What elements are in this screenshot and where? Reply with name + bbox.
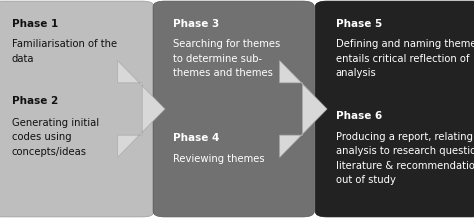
Text: Generating initial
codes using
concepts/ideas: Generating initial codes using concepts/… <box>12 118 99 157</box>
FancyBboxPatch shape <box>153 1 314 217</box>
Text: Phase 6: Phase 6 <box>336 111 382 121</box>
Text: Phase 4: Phase 4 <box>173 133 219 143</box>
Text: Defining and naming themes
entails critical reflection of
analysis: Defining and naming themes entails criti… <box>336 39 474 78</box>
Text: Phase 5: Phase 5 <box>336 19 382 29</box>
Polygon shape <box>118 61 165 157</box>
Text: Phase 1: Phase 1 <box>12 19 58 29</box>
Text: Phase 2: Phase 2 <box>12 96 58 106</box>
Text: Producing a report, relating
analysis to research question,
literature & recomme: Producing a report, relating analysis to… <box>336 132 474 185</box>
Polygon shape <box>280 61 327 157</box>
Text: Familiarisation of the
data: Familiarisation of the data <box>12 39 117 64</box>
FancyBboxPatch shape <box>0 1 154 217</box>
Text: Searching for themes
to determine sub-
themes and themes: Searching for themes to determine sub- t… <box>173 39 280 78</box>
Text: Phase 3: Phase 3 <box>173 19 219 29</box>
Text: Reviewing themes: Reviewing themes <box>173 154 264 164</box>
FancyBboxPatch shape <box>315 1 474 217</box>
